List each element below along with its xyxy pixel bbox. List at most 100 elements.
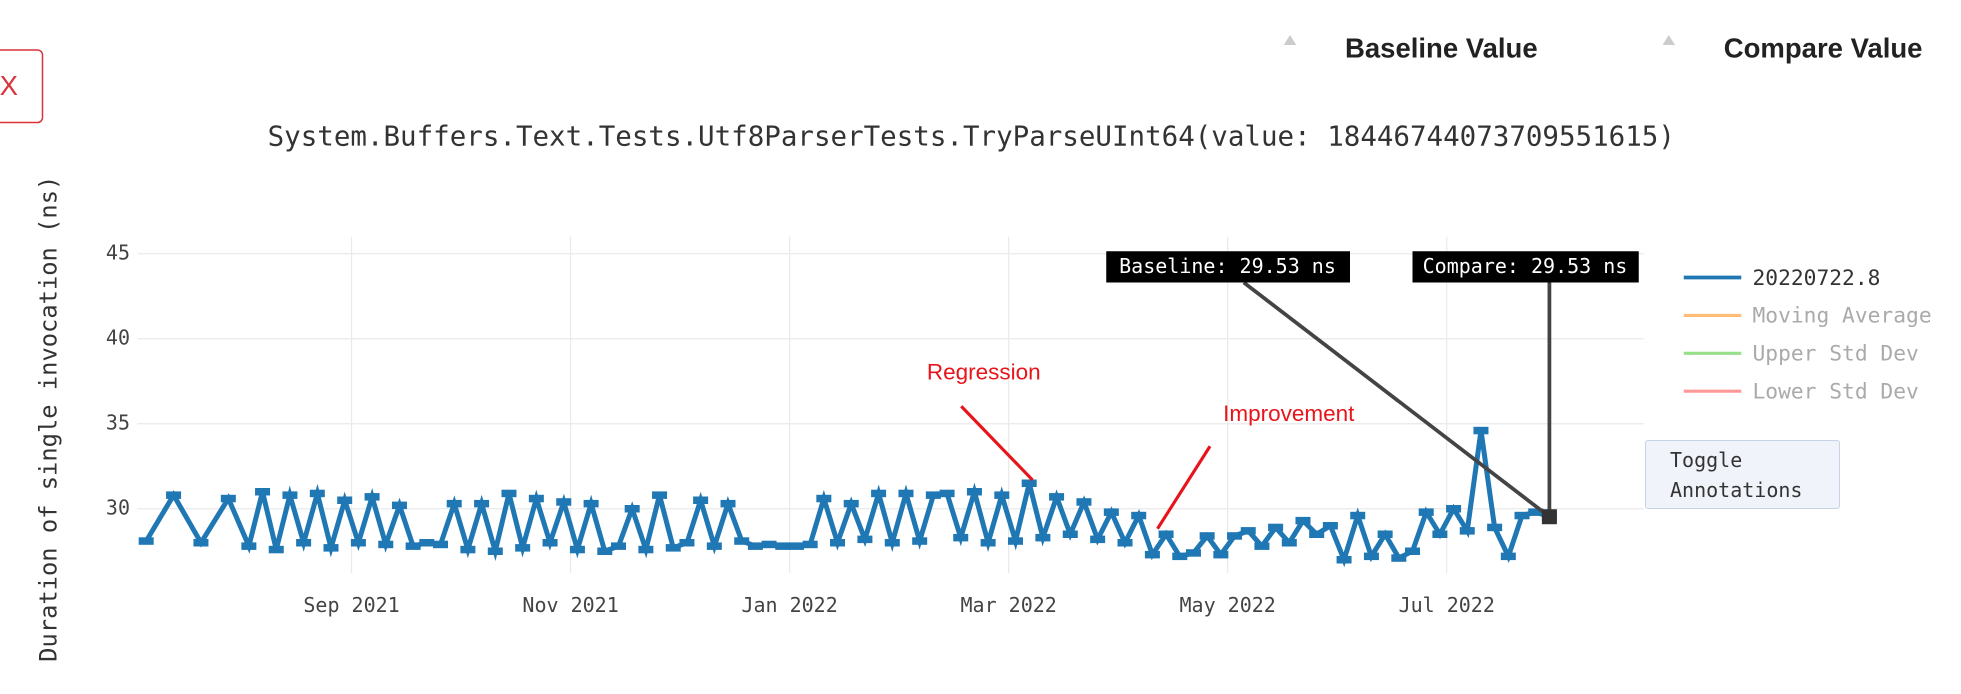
data-point (871, 489, 887, 498)
y-axis-title: Duration of single invocation (ns) (35, 176, 63, 662)
data-point (1350, 511, 1366, 520)
y-tick-label: 35 (106, 410, 130, 434)
legend-label[interactable]: Upper Std Dev (1753, 342, 1919, 367)
data-point (1459, 527, 1475, 535)
data-point (679, 539, 695, 547)
data-point (1254, 542, 1270, 550)
data-point (1514, 511, 1530, 520)
legend-label[interactable]: Moving Average (1753, 304, 1932, 329)
data-point (542, 539, 558, 547)
data-point (1117, 539, 1133, 547)
data-point (1185, 549, 1201, 557)
x-tick-label: Mar 2022 (960, 593, 1056, 617)
close-button-label[interactable]: X (0, 70, 18, 101)
data-point (939, 489, 955, 498)
sort-icon[interactable] (1662, 35, 1676, 45)
column-header[interactable]: Baseline Value (1345, 32, 1538, 63)
data-point (501, 489, 517, 498)
data-point (296, 539, 312, 547)
data-point (1007, 537, 1023, 545)
data-point (1213, 550, 1229, 559)
data-point (652, 491, 668, 499)
data-point (556, 498, 572, 506)
close-button[interactable] (0, 49, 44, 124)
sort-icon[interactable] (1283, 35, 1297, 45)
data-point (1049, 493, 1065, 501)
data-point (350, 539, 366, 547)
data-point (1103, 508, 1119, 516)
data-point (1281, 539, 1297, 547)
data-point (138, 537, 154, 545)
data-point (693, 496, 709, 504)
data-point (1473, 426, 1489, 435)
data-point (405, 542, 421, 550)
data-point (1295, 516, 1311, 525)
data-point (925, 491, 941, 499)
data-point (1021, 479, 1037, 487)
data-point (1336, 556, 1352, 564)
toggle-annotations-button[interactable]: Toggle Annotations (1645, 440, 1840, 509)
data-point (364, 493, 380, 501)
annotation-arrow (1242, 281, 1551, 519)
data-point (391, 501, 407, 510)
data-point (638, 545, 654, 554)
annotation: Improvement (1223, 401, 1355, 426)
data-point (884, 539, 900, 547)
y-tick-label: 40 (106, 325, 130, 349)
data-point (255, 488, 271, 496)
data-point (1309, 530, 1325, 538)
data-point (843, 499, 859, 508)
data-point (1500, 552, 1516, 561)
annotation: Regression (927, 360, 1041, 385)
data-point (419, 539, 435, 547)
data-point (241, 542, 257, 550)
data-point (337, 496, 353, 504)
data-point (569, 545, 585, 554)
selected-point (1541, 509, 1557, 525)
data-point (1377, 530, 1393, 538)
data-point (898, 489, 914, 498)
column-header[interactable]: Compare Value (1724, 32, 1923, 63)
data-point (515, 544, 531, 552)
data-point (966, 488, 982, 496)
data-point (624, 505, 640, 513)
data-point (1090, 535, 1106, 544)
data-point (1363, 552, 1379, 561)
data-point (1062, 530, 1078, 538)
data-point (1144, 550, 1160, 559)
data-point (220, 494, 236, 503)
data-point (761, 540, 777, 549)
legend-label[interactable]: 20220722.8 (1753, 266, 1881, 291)
data-point (1076, 498, 1092, 506)
chart-title: System.Buffers.Text.Tests.Utf8ParserTest… (268, 121, 1675, 153)
data-point (460, 545, 476, 554)
data-point (1199, 532, 1215, 540)
x-tick-label: Nov 2021 (522, 593, 618, 617)
data-point (1131, 511, 1147, 520)
data-point (433, 540, 449, 549)
data-point (816, 494, 832, 503)
data-point (474, 499, 490, 508)
data-point (788, 542, 804, 550)
data-point (323, 544, 339, 552)
data-point (802, 540, 818, 549)
x-tick-label: Jul 2022 (1399, 593, 1495, 617)
data-point (1322, 522, 1338, 530)
data-point (309, 489, 325, 498)
annotation-arrow (1156, 445, 1212, 530)
data-point (268, 545, 284, 554)
x-tick-label: May 2022 (1180, 593, 1276, 617)
data-point (1446, 505, 1462, 513)
data-point (583, 499, 599, 508)
annotation-arrow (960, 405, 1034, 482)
y-tick-label: 45 (106, 240, 130, 264)
x-tick-label: Jan 2022 (741, 593, 837, 617)
annotation: Compare: 29.53 ns (1423, 254, 1628, 278)
annotation-box (1106, 251, 1350, 283)
data-point (857, 535, 873, 544)
data-point (734, 537, 750, 545)
data-point (830, 539, 846, 547)
legend-label[interactable]: Lower Std Dev (1753, 379, 1919, 404)
data-point (953, 533, 969, 542)
